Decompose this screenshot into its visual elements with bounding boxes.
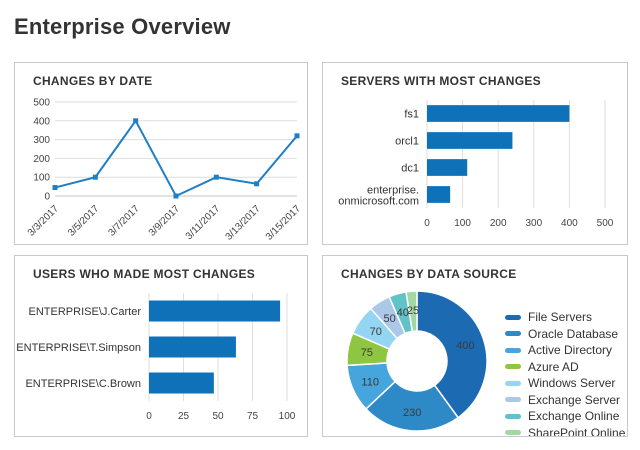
svg-text:ENTERPRISE\J.Carter: ENTERPRISE\J.Carter — [29, 306, 142, 318]
panel-title-data-source: CHANGES BY DATA SOURCE — [341, 267, 517, 281]
legend-swatch-icon — [505, 331, 521, 337]
svg-text:onmicrosoft.com: onmicrosoft.com — [338, 196, 419, 208]
svg-text:70: 70 — [370, 326, 382, 338]
bar-chart-servers[interactable]: 0 100 200 300 400 500 fs1 orcl1 dc1 enterprise. on… — [323, 90, 627, 244]
legend-item: File Servers — [505, 309, 625, 326]
panel-users-most-changes: USERS WHO MADE MOST CHANGES 0 25 50 75 100 EN… — [14, 255, 308, 437]
svg-text:75: 75 — [247, 411, 259, 422]
legend-swatch-icon — [505, 430, 521, 436]
legend-item: Windows Server — [505, 375, 625, 392]
legend-item: Azure AD — [505, 359, 625, 376]
line-chart-changes-by-date[interactable]: 0 100 200 300 400 500 3/3/2017 3/5/2017 3/7/2017… — [15, 90, 307, 244]
donut-legend: File Servers Oracle Database Active Direct… — [505, 309, 626, 437]
svg-text:3/3/2017: 3/3/2017 — [26, 203, 62, 239]
legend-swatch-icon — [505, 413, 521, 419]
svg-text:400: 400 — [561, 218, 578, 229]
svg-text:50: 50 — [384, 313, 396, 325]
svg-text:300: 300 — [33, 135, 50, 146]
svg-text:50: 50 — [212, 411, 224, 422]
svg-text:500: 500 — [597, 218, 614, 229]
svg-text:0: 0 — [44, 192, 50, 203]
legend-swatch-icon — [505, 380, 521, 386]
svg-text:fs1: fs1 — [404, 109, 419, 121]
svg-text:3/13/2017: 3/13/2017 — [224, 203, 264, 242]
legend-item: Exchange Server — [505, 392, 625, 409]
svg-text:400: 400 — [33, 116, 50, 127]
svg-text:230: 230 — [403, 407, 421, 419]
svg-text:dc1: dc1 — [401, 163, 419, 175]
svg-text:3/5/2017: 3/5/2017 — [66, 203, 102, 239]
legend-swatch-icon — [505, 397, 521, 403]
legend-label: Exchange Server — [528, 392, 621, 407]
svg-text:100: 100 — [454, 218, 471, 229]
svg-text:25: 25 — [407, 305, 419, 317]
legend-swatch-icon — [505, 347, 521, 353]
svg-text:40: 40 — [397, 307, 409, 319]
legend-label: Active Directory — [528, 343, 613, 358]
donut-chart-data-source[interactable]: 400 230 110 75 70 50 40 25 — [331, 285, 503, 436]
legend-item: Oracle Database — [505, 326, 625, 343]
svg-text:110: 110 — [361, 376, 379, 388]
svg-text:400: 400 — [456, 340, 474, 352]
legend-swatch-icon — [505, 364, 521, 370]
legend-label: Oracle Database — [528, 326, 619, 341]
legend-item: Active Directory — [505, 342, 625, 359]
panel-changes-by-date: CHANGES BY DATE 0 100 200 300 400 500 3/3/2017… — [14, 62, 308, 245]
svg-text:ENTERPRISE\C.Brown: ENTERPRISE\C.Brown — [25, 378, 141, 390]
legend-item: SharePoint Online — [505, 425, 626, 437]
svg-text:200: 200 — [33, 154, 50, 165]
legend-label: SharePoint Online — [528, 425, 626, 437]
svg-text:3/11/2017: 3/11/2017 — [184, 203, 223, 242]
legend-label: Exchange Online — [528, 409, 620, 424]
svg-text:3/7/2017: 3/7/2017 — [106, 203, 142, 239]
bar-chart-users[interactable]: 0 25 50 75 100 ENTERPRISE\J.Carter ENTERPRISE\… — [15, 283, 307, 436]
svg-text:ENTERPRISE\T.Simpson: ENTERPRISE\T.Simpson — [16, 342, 141, 354]
svg-text:25: 25 — [178, 411, 190, 422]
svg-text:orcl1: orcl1 — [395, 136, 419, 148]
svg-text:enterprise.: enterprise. — [367, 185, 419, 197]
svg-text:0: 0 — [424, 218, 430, 229]
legend-label: Windows Server — [528, 376, 616, 391]
legend-item: Exchange Online — [505, 408, 625, 425]
svg-text:3/15/2017: 3/15/2017 — [264, 203, 304, 242]
panel-title-changes-by-date: CHANGES BY DATE — [33, 74, 153, 88]
legend-swatch-icon — [505, 314, 521, 320]
svg-text:100: 100 — [279, 411, 296, 422]
svg-text:500: 500 — [33, 98, 50, 109]
legend-label: File Servers — [528, 310, 593, 325]
panel-changes-by-data-source: CHANGES BY DATA SOURCE 400 230 110 75 70 50 40… — [322, 255, 628, 437]
svg-text:75: 75 — [361, 347, 373, 359]
panel-title-users: USERS WHO MADE MOST CHANGES — [33, 267, 256, 281]
svg-text:3/9/2017: 3/9/2017 — [147, 203, 183, 239]
panel-servers-with-most-changes: SERVERS WITH MOST CHANGES 0 100 200 300 400 5… — [322, 62, 628, 245]
panel-title-servers: SERVERS WITH MOST CHANGES — [341, 74, 541, 88]
svg-text:300: 300 — [525, 218, 542, 229]
legend-label: Azure AD — [528, 359, 579, 374]
svg-text:0: 0 — [146, 411, 152, 422]
svg-text:100: 100 — [33, 173, 50, 184]
page-title: Enterprise Overview — [14, 14, 231, 39]
svg-text:200: 200 — [490, 218, 507, 229]
